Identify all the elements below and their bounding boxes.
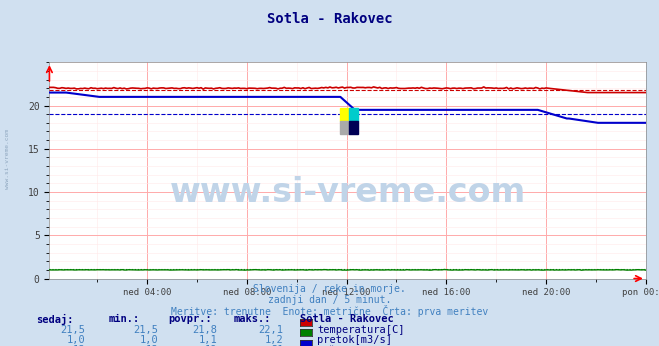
- Text: Sotla - Rakovec: Sotla - Rakovec: [267, 12, 392, 26]
- Text: 1,2: 1,2: [265, 335, 283, 345]
- Text: Sotla - Rakovec: Sotla - Rakovec: [300, 314, 393, 324]
- Text: 18: 18: [146, 345, 158, 346]
- Text: min.:: min.:: [109, 314, 140, 324]
- Text: maks.:: maks.:: [234, 314, 272, 324]
- Text: 21,8: 21,8: [192, 325, 217, 335]
- Text: 18: 18: [73, 345, 86, 346]
- Text: temperatura[C]: temperatura[C]: [317, 325, 405, 335]
- Text: 21,5: 21,5: [133, 325, 158, 335]
- Text: 1,0: 1,0: [140, 335, 158, 345]
- Text: www.si-vreme.com: www.si-vreme.com: [5, 129, 11, 189]
- Text: 21,5: 21,5: [61, 325, 86, 335]
- Text: pretok[m3/s]: pretok[m3/s]: [317, 335, 392, 345]
- Text: 22,1: 22,1: [258, 325, 283, 335]
- Bar: [349, 121, 358, 134]
- Text: 1,0: 1,0: [67, 335, 86, 345]
- Text: 1,1: 1,1: [199, 335, 217, 345]
- Text: www.si-vreme.com: www.si-vreme.com: [169, 175, 526, 209]
- Text: Slovenija / reke in morje.: Slovenija / reke in morje.: [253, 284, 406, 294]
- Bar: [349, 108, 358, 121]
- Bar: [340, 108, 349, 121]
- Text: višina[cm]: višina[cm]: [317, 345, 380, 346]
- Text: zadnji dan / 5 minut.: zadnji dan / 5 minut.: [268, 295, 391, 305]
- Bar: [340, 121, 349, 134]
- Text: povpr.:: povpr.:: [168, 314, 212, 324]
- Text: sedaj:: sedaj:: [36, 314, 74, 325]
- Text: Meritve: trenutne  Enote: metrične  Črta: prva meritev: Meritve: trenutne Enote: metrične Črta: …: [171, 305, 488, 317]
- Text: 21: 21: [271, 345, 283, 346]
- Text: 19: 19: [205, 345, 217, 346]
